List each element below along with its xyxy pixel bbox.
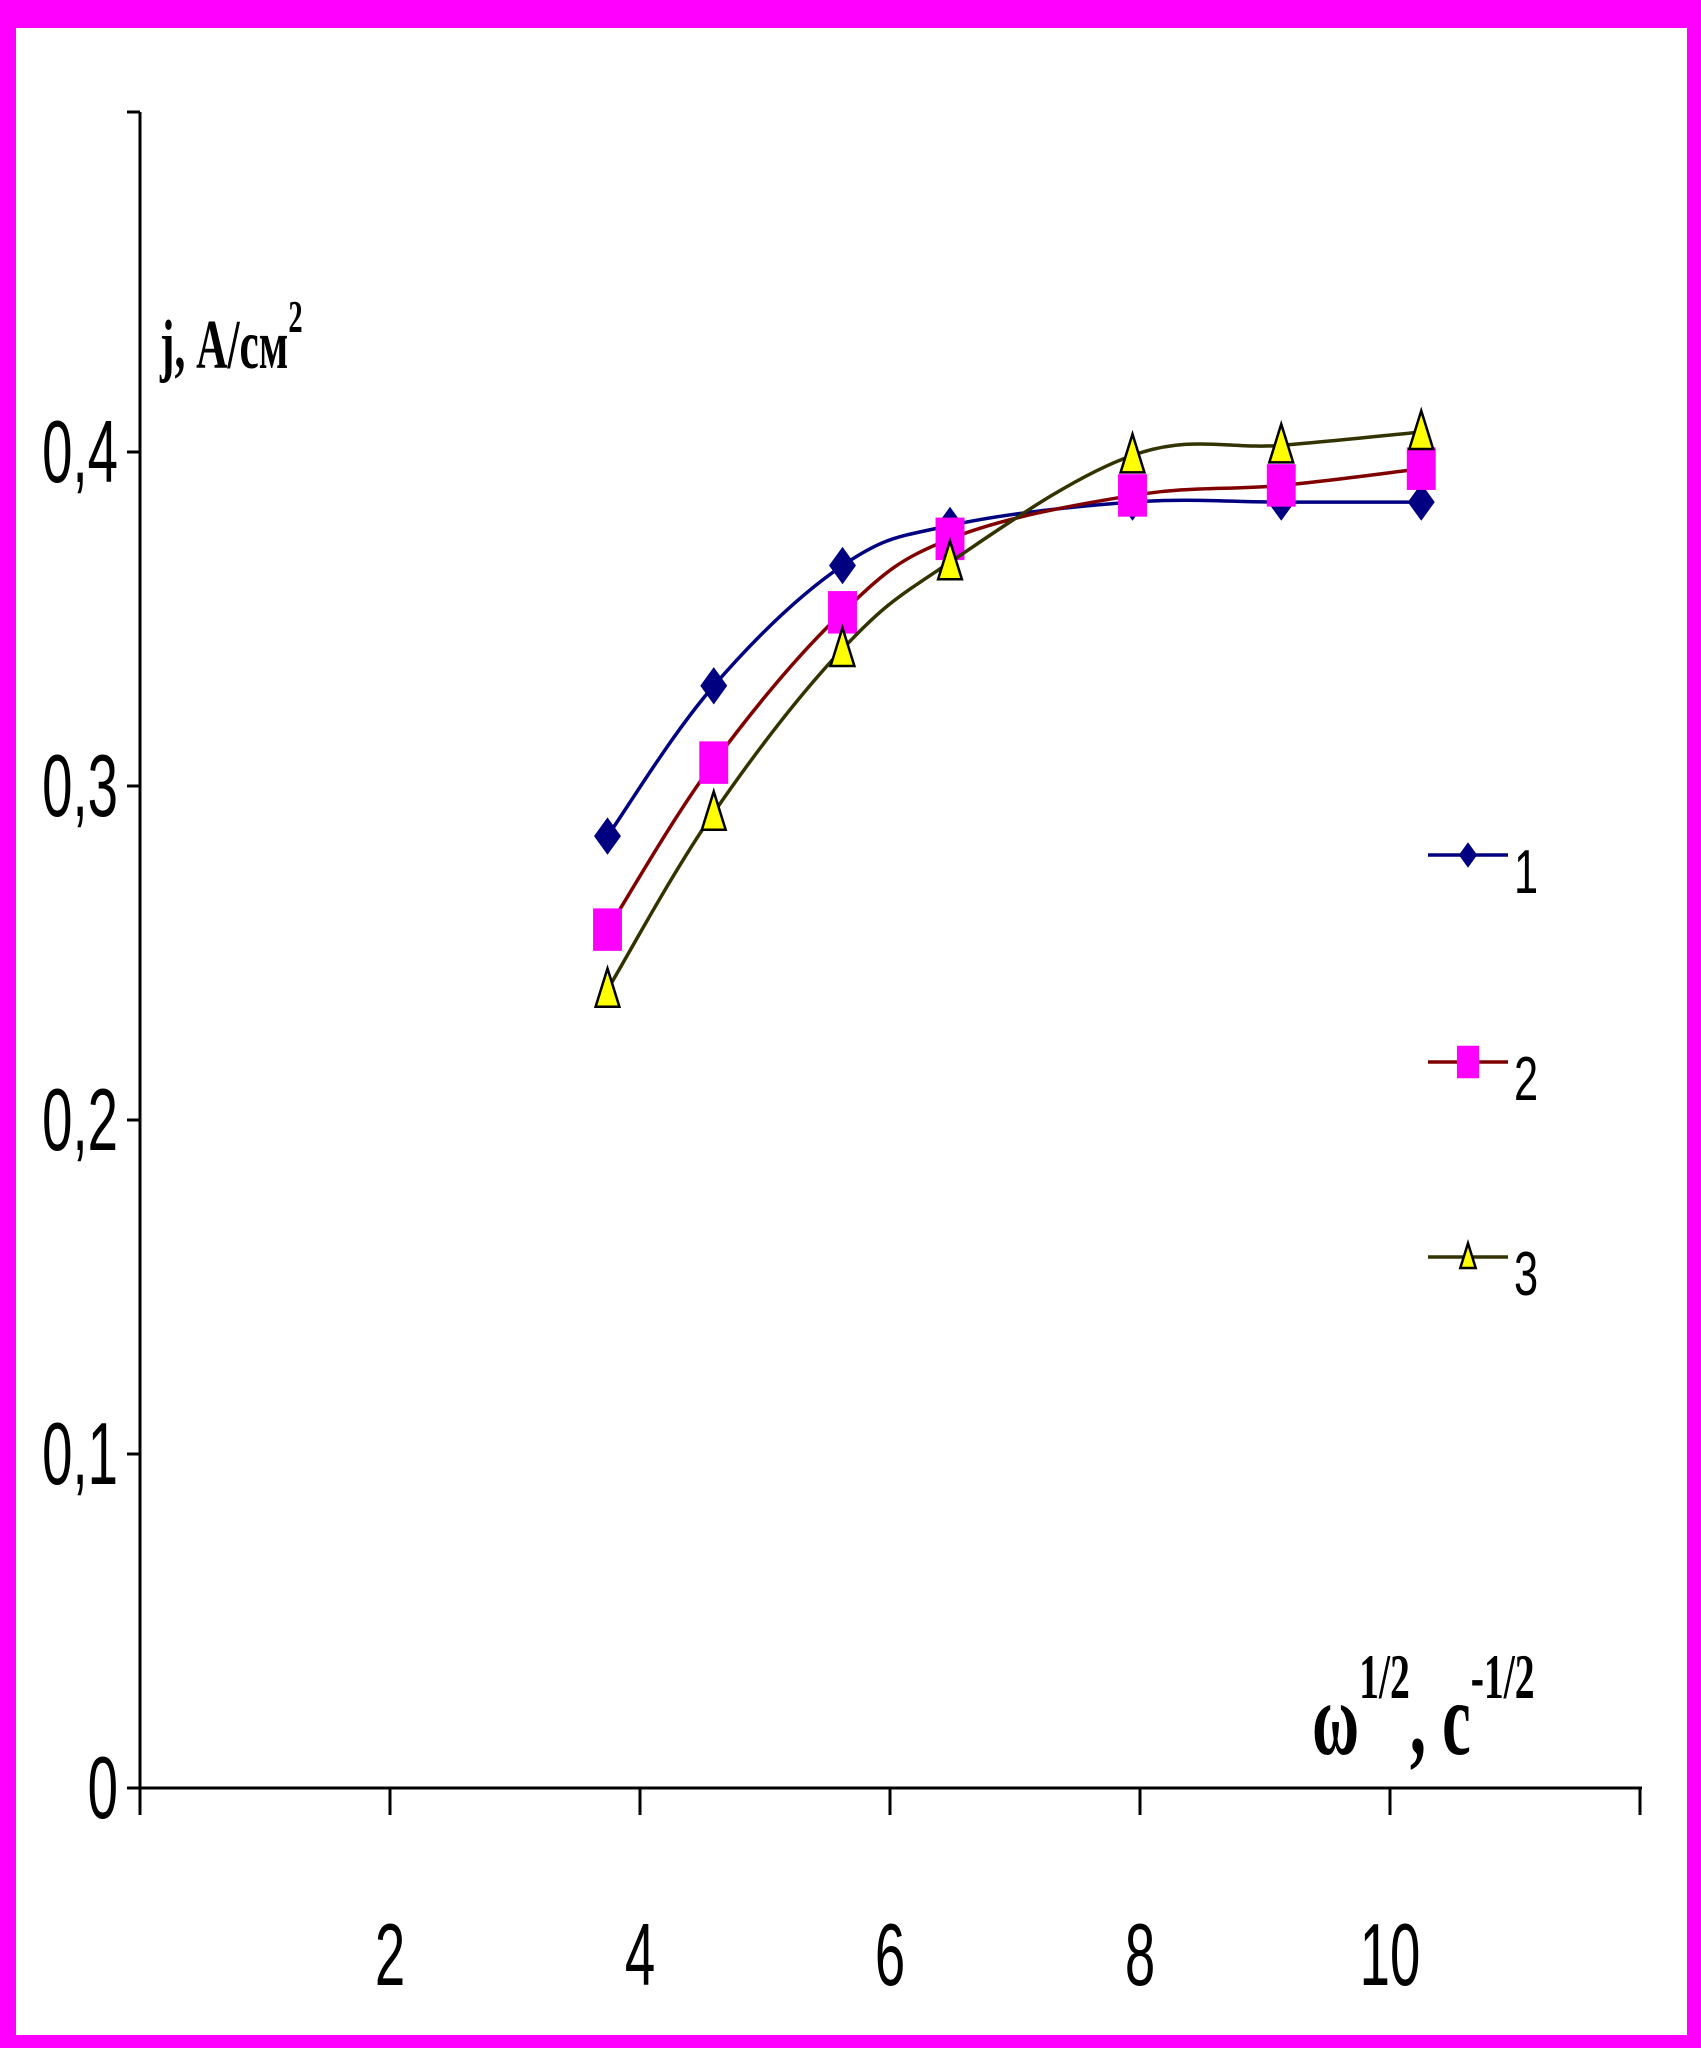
- x-axis-title-sup1: 1/2: [1359, 1642, 1410, 1713]
- series-1: [594, 483, 1435, 855]
- x-axis-title-base: ω: [1312, 1661, 1359, 1776]
- data-point: [828, 623, 857, 668]
- x-tick-label: 6: [875, 1906, 905, 2005]
- y-axis-title-text: j, А/см: [159, 305, 288, 383]
- legend-label: 2: [1514, 1046, 1538, 1114]
- data-point: [1458, 842, 1478, 868]
- legend-item-1: 1: [1428, 839, 1538, 907]
- series-layer: [593, 406, 1436, 1008]
- data-point: [594, 817, 621, 855]
- data-point: [936, 536, 964, 581]
- y-axis-title: j, А/см2: [159, 292, 302, 383]
- y-tick-label: 0,1: [42, 1405, 118, 1504]
- x-axis-title-sup2: -1/2: [1471, 1642, 1535, 1713]
- data-point: [699, 741, 729, 784]
- x-axis-title: ω1/2, с-1/2: [1312, 1642, 1535, 1777]
- series-line: [606, 498, 1422, 838]
- data-point: [1406, 447, 1436, 490]
- x-axis-title-mid: , с: [1410, 1661, 1471, 1776]
- x-tick-label: 4: [625, 1906, 655, 2005]
- x-tick-label: 2: [375, 1906, 405, 2005]
- data-point: [593, 964, 622, 1008]
- legend-item-3: 3: [1428, 1239, 1538, 1309]
- x-tick-label: 10: [1360, 1906, 1421, 2005]
- x-tick-label: 8: [1125, 1906, 1155, 2005]
- data-point: [700, 787, 728, 831]
- data-point: [1118, 429, 1147, 474]
- data-point: [700, 667, 728, 705]
- y-tick-label: 0,4: [42, 403, 118, 502]
- data-point: [1407, 406, 1435, 451]
- x-ticks: 2 4 6 8 10: [138, 1788, 1642, 2005]
- axes: [138, 112, 1642, 1790]
- data-point: [1118, 474, 1147, 517]
- y-tick-label: 0: [88, 1739, 118, 1838]
- legend-item-2: 2: [1428, 1046, 1538, 1114]
- y-ticks: 0 0,1 0,2 0,3 0,4: [42, 110, 140, 1838]
- series-3: [593, 406, 1435, 1008]
- data-point: [829, 546, 856, 585]
- y-tick-label: 0,3: [42, 737, 118, 836]
- data-point: [593, 908, 622, 951]
- data-point: [1266, 464, 1296, 507]
- series-line: [606, 466, 1422, 931]
- data-point: [1407, 483, 1435, 521]
- data-point: [1458, 1239, 1478, 1270]
- legend: 1 2 3: [1428, 839, 1538, 1309]
- data-point: [1267, 419, 1295, 464]
- y-tick-label: 0,2: [42, 1071, 118, 1170]
- legend-label: 1: [1514, 839, 1538, 907]
- data-point: [1456, 1045, 1480, 1079]
- series-2: [593, 447, 1436, 951]
- legend-label: 3: [1514, 1241, 1538, 1309]
- y-axis-title-sup: 2: [288, 292, 302, 342]
